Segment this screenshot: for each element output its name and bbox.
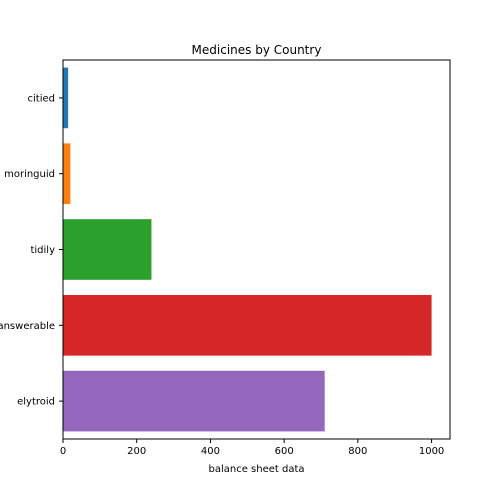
bar-answerable: [63, 294, 432, 356]
bar-tidily: [63, 219, 152, 280]
x-tick-label: 800: [348, 446, 367, 457]
x-tick-label: 0: [60, 446, 66, 457]
y-tick-label: citied: [28, 93, 55, 104]
x-tick-label: 200: [127, 446, 146, 457]
x-tick-label: 1000: [419, 446, 444, 457]
plot-frame: [62, 59, 451, 440]
x-axis-label: balance sheet data: [208, 464, 304, 475]
y-tick-label: tidily: [30, 245, 55, 256]
y-tick-label: moringuid: [4, 169, 55, 180]
y-tick-label: answerable: [0, 321, 55, 332]
y-tick-label: elytroid: [17, 397, 55, 408]
x-tick-label: 600: [275, 446, 294, 457]
y-axis-ticks: citied moringuid tidily answerable elytroid: [0, 93, 63, 408]
bar-citied: [63, 67, 69, 129]
x-tick-label: 400: [201, 446, 220, 457]
bar-moringuid: [63, 143, 71, 205]
bar-elytroid: [63, 370, 325, 432]
bars-group: [63, 67, 432, 432]
x-axis-ticks: 0 200 400 600 800 1000: [60, 439, 444, 457]
chart-title: Medicines by Country: [192, 43, 322, 57]
